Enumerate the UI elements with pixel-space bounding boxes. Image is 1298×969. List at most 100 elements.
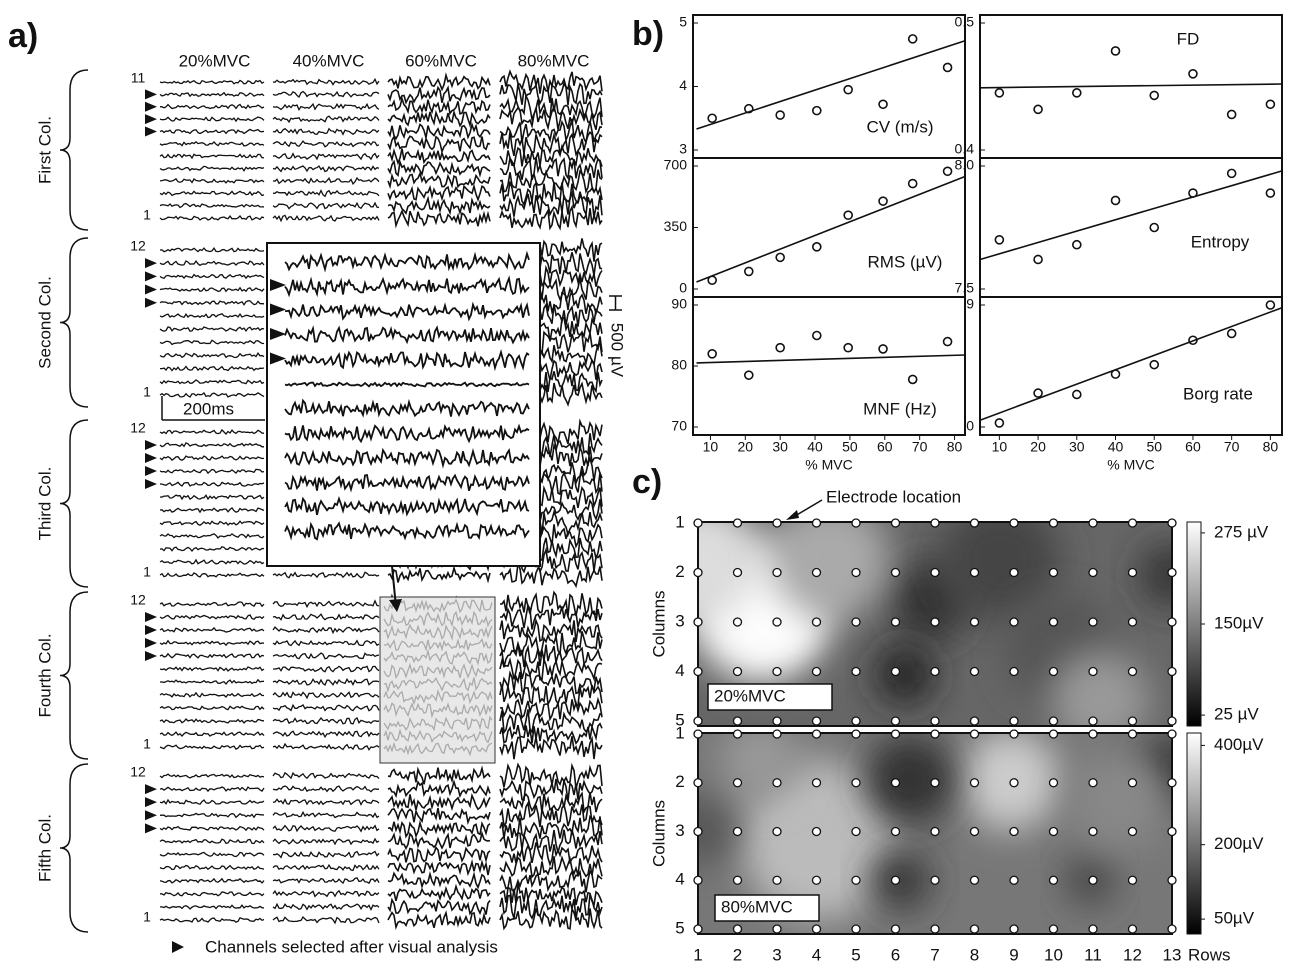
brace [59,763,89,933]
electrode [772,729,782,739]
emg-trace [272,201,380,210]
emg-trace [284,348,530,372]
emg-trace [387,159,491,178]
electrode [1009,924,1019,934]
y-tick-label: 9 [966,296,974,312]
emg-trace [159,639,265,647]
x-tick-label: 11 [1084,945,1102,964]
emg-trace [159,798,265,805]
electrode [1127,666,1138,677]
emg-trace [387,859,491,877]
electrode [1167,924,1177,934]
emg-trace [499,762,603,789]
emg-trace [383,688,493,706]
emg-trace [387,195,491,216]
electrode [851,875,861,885]
electrode [851,729,861,739]
electrode [890,716,901,726]
electrode [1127,617,1138,627]
fit-line [979,306,1283,421]
emg-trace [387,792,491,812]
y-tick-label: 2 [675,772,684,791]
electrode [1167,567,1177,578]
emg-trace [159,572,265,578]
map-label-box [707,683,833,711]
emg-trace [272,626,380,635]
emg-trace [159,165,265,172]
data-point [907,178,918,189]
y-tick-label: 90 [671,296,687,312]
electrode [969,518,980,528]
electrode [732,826,743,837]
electrode [1048,924,1059,934]
emg-trace [383,598,493,614]
electrode [1088,778,1098,788]
selected-arrow [145,797,157,808]
emg-trace [159,864,265,871]
electrode [1127,924,1138,934]
electrode [772,617,782,627]
annotation-arrow [794,499,823,517]
level-title: 80%MVC [518,51,590,70]
electrode [693,716,703,726]
electrode [1009,729,1019,739]
y-tick-label: 5 [679,14,687,30]
emg-trace [272,902,380,912]
data-point [942,166,953,177]
emg-trace [383,623,493,641]
selected-arrow [145,638,157,648]
emg-trace [159,312,265,319]
emg-trace [499,869,603,893]
emg-trace [159,731,265,737]
electrode [772,875,782,885]
annotation-arrowhead [786,510,799,520]
electrode [732,875,743,885]
emg-trace [272,703,380,712]
emg-trace [159,79,265,85]
emg-trace [272,214,380,223]
emg-trace [272,850,380,859]
x-tick-label: 40 [807,439,823,455]
plot-frame [692,157,966,298]
emg-trace [159,520,265,526]
y-tick-label: 80 [671,357,687,373]
data-point [775,110,785,120]
selected-arrow [145,89,157,100]
electrode [732,518,743,528]
emg-trace [383,638,493,652]
panel-label: b) [632,15,664,53]
electrode [930,567,940,578]
y-tick-label: 2 [675,562,684,581]
emg-trace [383,662,493,679]
x-tick-label: 20 [1030,439,1046,455]
x-tick-label: 13 [1163,945,1182,964]
electrode [1009,826,1019,837]
electrode [1127,518,1138,528]
emg-trace [499,829,603,853]
electrode [1009,567,1019,578]
plot-frame [979,296,1283,436]
electrode [930,716,940,726]
emg-trace [159,626,265,633]
emg-trace [499,602,603,630]
selected-arrow [145,114,157,125]
colorbar [1186,732,1202,935]
emg-trace [272,877,380,885]
time-bar [161,396,265,421]
colorbar [1186,521,1202,727]
emg-trace [272,810,380,819]
emg-trace [159,352,265,359]
electrode [811,518,822,528]
electrode [851,924,861,934]
emg-trace [159,891,265,897]
emg-trace [272,599,380,609]
electrode [732,716,743,726]
emg-trace [159,153,265,160]
emg-trace [159,718,265,724]
emg-trace [284,495,530,517]
emg-trace [272,798,380,806]
electrode [1127,778,1138,788]
selected-arrow [145,823,157,834]
emg-trace [284,423,530,444]
